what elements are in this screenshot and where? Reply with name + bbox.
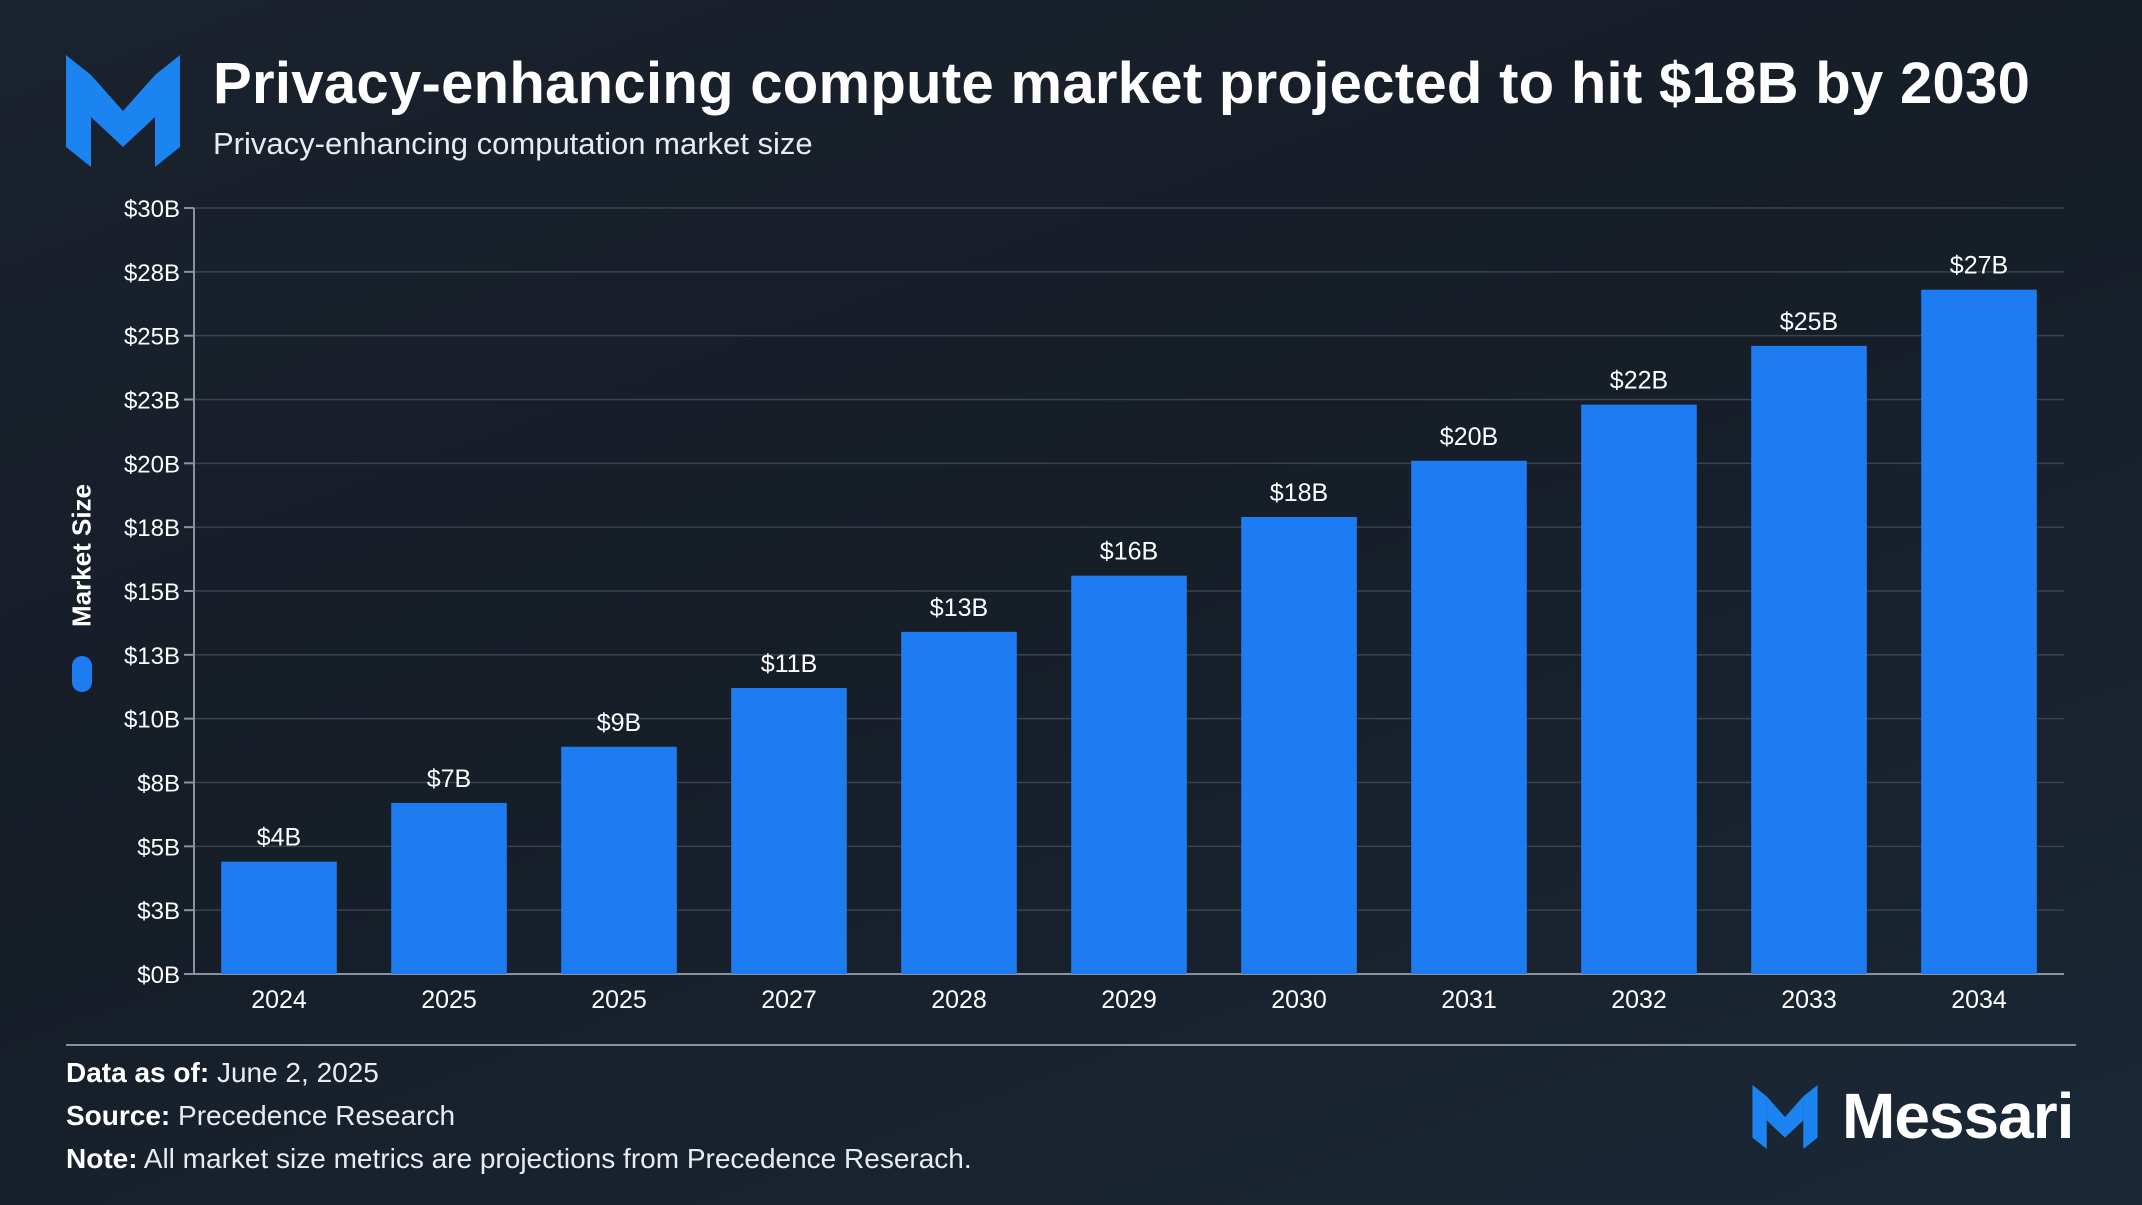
data-label: $27B — [1950, 252, 2008, 280]
x-tick-label: 2030 — [1271, 986, 1327, 1014]
y-tick-label: $23B — [124, 388, 180, 415]
bar-2029-5 — [1071, 575, 1187, 974]
bar-2025-2 — [561, 746, 677, 974]
y-tick-label: $0B — [137, 962, 180, 989]
note-value: All market size metrics are projections … — [143, 1143, 972, 1174]
bar-2030-6 — [1241, 516, 1357, 974]
x-tick-label: 2025 — [421, 986, 477, 1014]
y-tick-label: $3B — [137, 898, 180, 925]
data-as-of: Data as of: June 2, 2025 — [66, 1057, 379, 1089]
bar-2024-0 — [221, 861, 337, 974]
y-tick-label: $28B — [124, 260, 180, 287]
x-axis: 2024 2025 2025 2027 2028 2029 2030 2031 2032 2033… — [251, 986, 2007, 1014]
data-label: $11B — [761, 650, 818, 678]
bar-2025-1 — [391, 802, 507, 974]
note-label: Note: — [66, 1143, 138, 1174]
bar-2033-9 — [1751, 345, 1867, 974]
y-tick-label: $15B — [124, 579, 180, 606]
source: Source: Precedence Research — [66, 1100, 455, 1132]
y-tick-label: $30B — [124, 196, 180, 223]
x-tick-label: 2029 — [1101, 986, 1157, 1014]
bar-2027-3 — [731, 688, 847, 974]
data-label: $9B — [597, 709, 641, 737]
y-tick-label: $25B — [124, 324, 180, 351]
x-tick-label: 2024 — [251, 986, 307, 1014]
y-tick-label: $8B — [137, 771, 180, 798]
y-axis: $0B $3B $5B $8B $10B $13B $15B $18B $20B $23B $25B… — [124, 196, 195, 989]
legend-swatch-icon — [72, 656, 92, 692]
messari-logo-icon — [66, 55, 180, 167]
brand-name: Messari — [1842, 1080, 2074, 1152]
x-tick-label: 2028 — [931, 986, 987, 1014]
y-tick-label: $10B — [124, 707, 180, 734]
note: Note: All market size metrics are projec… — [66, 1143, 972, 1175]
bar-2031-7 — [1411, 460, 1527, 974]
y-tick-label: $20B — [124, 451, 180, 478]
data-as-of-label: Data as of: — [66, 1057, 210, 1088]
data-label: $18B — [1270, 479, 1328, 507]
data-label: $25B — [1780, 308, 1838, 336]
data-label: $7B — [427, 765, 471, 793]
y-tick-label: $18B — [124, 515, 180, 542]
x-tick-label: 2025 — [591, 986, 647, 1014]
x-tick-label: 2027 — [761, 986, 817, 1014]
bar-chart: $0B $3B $5B $8B $10B $13B $15B $18B $20B $23B $25B… — [124, 196, 2064, 1014]
legend: Market Size — [67, 484, 100, 720]
bar-2034-10 — [1921, 289, 2037, 974]
x-tick-label: 2031 — [1441, 986, 1497, 1014]
x-tick-label: 2033 — [1781, 986, 1837, 1014]
messari-brand-logo-icon — [1752, 1085, 1818, 1149]
chart-subtitle: Privacy-enhancing computation market siz… — [213, 126, 813, 161]
chart-title: Privacy-enhancing compute market project… — [213, 51, 2031, 116]
y-tick-label: $13B — [124, 643, 180, 670]
data-label: $4B — [257, 824, 301, 852]
data-label: $20B — [1440, 423, 1498, 451]
data-label: $22B — [1610, 367, 1668, 395]
brand: Messari — [1752, 1080, 2082, 1155]
x-tick-label: 2032 — [1611, 986, 1667, 1014]
source-label: Source: — [66, 1100, 171, 1131]
data-label: $16B — [1100, 538, 1158, 566]
data-labels: $4B $7B $9B $11B $13B $16B $18B $20B $22B $25B $27… — [257, 252, 2008, 852]
bars — [221, 289, 2037, 974]
source-value: Precedence Research — [178, 1100, 456, 1131]
bar-2032-8 — [1581, 404, 1697, 974]
x-tick-label: 2034 — [1951, 986, 2007, 1014]
y-tick-label: $5B — [137, 834, 180, 861]
footer-divider — [66, 1044, 2076, 1046]
data-as-of-value: June 2, 2025 — [216, 1057, 379, 1088]
data-label: $13B — [930, 594, 988, 622]
bar-2028-4 — [901, 631, 1017, 974]
